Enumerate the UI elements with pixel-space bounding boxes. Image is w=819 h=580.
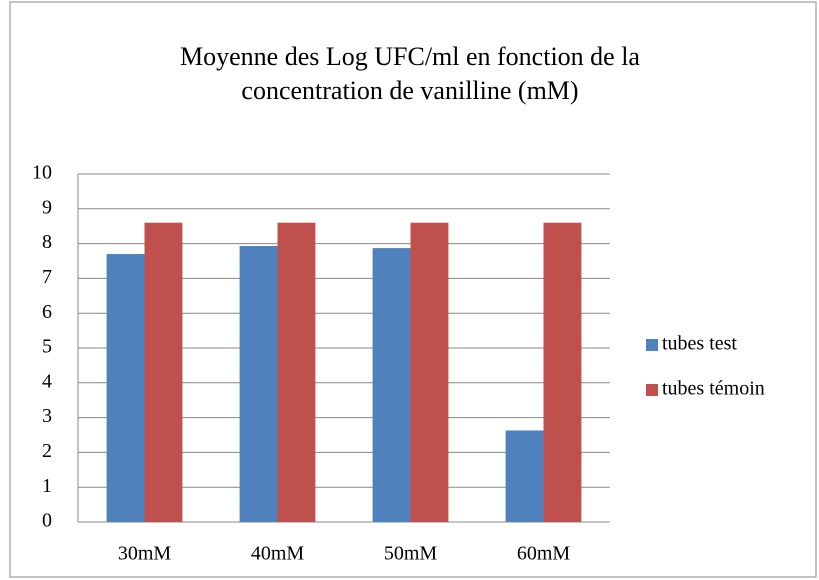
legend-swatch: [646, 339, 658, 351]
bar: [239, 246, 278, 522]
legend-label: tubes témoin: [662, 378, 765, 400]
y-tick-label: 7: [42, 266, 52, 288]
bar: [277, 222, 316, 522]
chart-title: Moyenne des Log UFC/ml en fonction de la…: [180, 42, 640, 105]
bar: [106, 254, 145, 523]
y-tick-label: 1: [42, 475, 52, 497]
y-tick-label: 6: [42, 301, 52, 323]
bar: [543, 222, 582, 522]
bar: [505, 430, 544, 522]
y-tick-label: 0: [42, 510, 52, 532]
bar: [372, 248, 411, 522]
y-tick-label: 5: [42, 336, 52, 358]
legend-label: tubes test: [662, 333, 737, 355]
y-tick-label: 9: [42, 196, 52, 218]
y-tick-label: 8: [42, 231, 52, 253]
bar: [410, 222, 449, 522]
x-tick-label: 60mM: [517, 543, 571, 565]
bar: [144, 222, 183, 522]
y-tick-label: 3: [42, 405, 52, 427]
x-tick-label: 50mM: [384, 543, 438, 565]
y-tick-label: 2: [42, 440, 52, 462]
x-tick-label: 30mM: [118, 543, 172, 565]
legend-swatch: [646, 384, 658, 396]
y-tick-label: 4: [42, 370, 52, 392]
x-tick-label: 40mM: [251, 543, 305, 565]
y-tick-label: 10: [32, 162, 52, 184]
